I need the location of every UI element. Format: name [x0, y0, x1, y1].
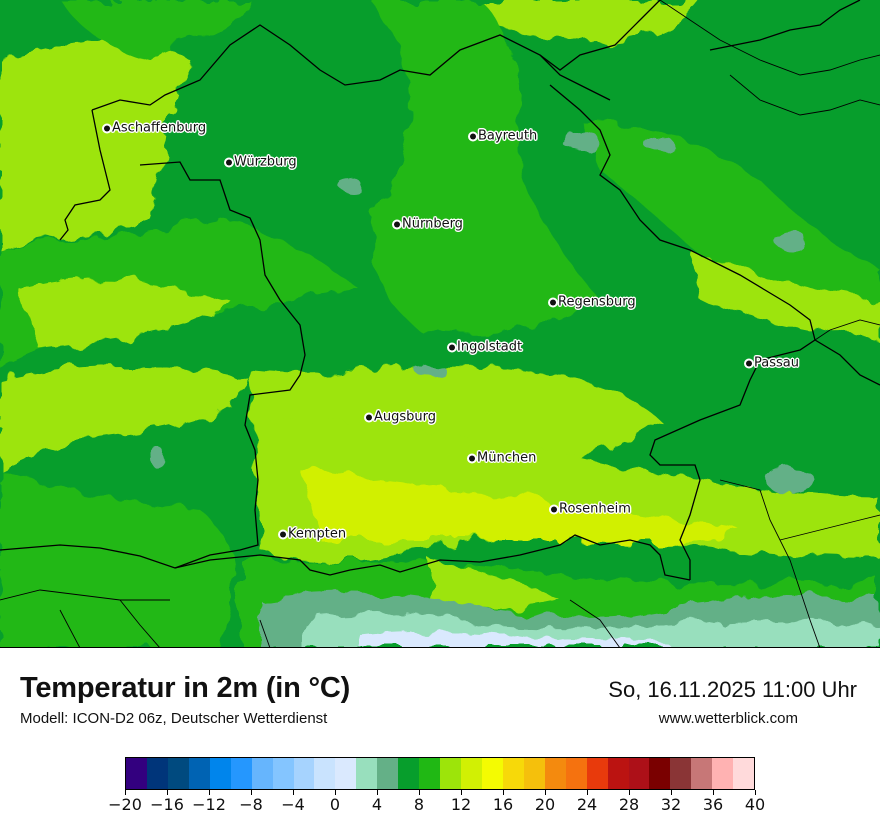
colorbar-tick-label: 8	[413, 795, 425, 814]
colorbar-tick-label: −4	[281, 795, 305, 814]
colorbar-bin	[209, 758, 231, 789]
colorbar-tick-label: 16	[492, 795, 514, 814]
colorbar-tick-label: 40	[744, 795, 766, 814]
city-dot-icon	[366, 414, 372, 420]
city-dot-icon	[394, 221, 400, 227]
city-name: München	[477, 450, 537, 466]
city-name: Würzburg	[234, 154, 297, 170]
city-dot-icon	[449, 344, 455, 350]
city-marker: Aschaffenburg	[104, 121, 206, 136]
colorbar-tick-label: −16	[150, 795, 184, 814]
website-link[interactable]: www.wetterblick.com	[658, 710, 798, 727]
city-marker: Kempten	[280, 527, 346, 542]
colorbar-tick-label: 28	[618, 795, 640, 814]
colorbar-tick-label: 24	[576, 795, 598, 814]
colorbar-bin	[481, 758, 503, 789]
city-dot-icon	[226, 159, 232, 165]
colorbar-tick-label: 0	[329, 795, 341, 814]
city-name: Nürnberg	[402, 216, 463, 232]
colorbar-bin	[712, 758, 734, 789]
city-name: Regensburg	[558, 294, 636, 310]
colorbar-bin	[272, 758, 294, 789]
city-marker: Regensburg	[550, 295, 636, 310]
colorbar-bin	[293, 758, 315, 789]
temperature-field	[0, 0, 880, 647]
colorbar-bin	[398, 758, 420, 789]
city-dot-icon	[280, 531, 286, 537]
city-marker: Rosenheim	[551, 502, 631, 517]
colorbar-bin	[607, 758, 629, 789]
colorbar-bin	[335, 758, 357, 789]
forecast-datetime: So, 16.11.2025 11:00 Uhr	[608, 677, 857, 702]
colorbar-bin	[126, 758, 147, 789]
city-marker: Nürnberg	[394, 217, 463, 232]
temperature-map: Aschaffenburg Würzburg Bayreuth Nürnberg Reg…	[0, 0, 880, 648]
colorbar-bin	[230, 758, 252, 789]
colorbar-tick-label: 36	[702, 795, 724, 814]
model-source: Modell: ICON-D2 06z, Deutscher Wetterdie…	[20, 710, 328, 727]
colorbar-bin	[691, 758, 713, 789]
city-dot-icon	[746, 360, 752, 366]
city-marker: Augsburg	[366, 410, 436, 425]
temperature-colorbar	[125, 757, 755, 790]
city-name: Augsburg	[374, 409, 437, 425]
colorbar-bin	[502, 758, 524, 789]
city-name: Bayreuth	[478, 128, 538, 144]
colorbar-bin	[544, 758, 566, 789]
city-name: Rosenheim	[559, 501, 631, 517]
city-marker: München	[469, 451, 536, 466]
colorbar-tick-label: 4	[371, 795, 383, 814]
colorbar-bin	[251, 758, 273, 789]
colorbar-bin	[314, 758, 336, 789]
city-marker: Ingolstadt	[449, 340, 522, 355]
colorbar-bin	[461, 758, 482, 789]
colorbar-tick-label: 20	[534, 795, 556, 814]
city-name: Passau	[754, 355, 799, 371]
chart-title: Temperatur in 2m (in °C)	[20, 672, 351, 704]
colorbar-bin	[586, 758, 608, 789]
colorbar-bin	[356, 758, 378, 789]
colorbar-bin	[565, 758, 587, 789]
colorbar-tick-label: −8	[239, 795, 263, 814]
colorbar-ticks: −20 −16 −12 −8 −4 0 4 8 12 16 20 24 28 32 36 40	[108, 790, 765, 830]
colorbar-bin	[628, 758, 650, 789]
city-dot-icon	[470, 133, 476, 139]
colorbar-bin	[377, 758, 399, 789]
colorbar-bin	[188, 758, 210, 789]
city-dot-icon	[551, 506, 557, 512]
city-marker: Würzburg	[226, 155, 297, 170]
colorbar-bin	[419, 758, 441, 789]
city-name: Aschaffenburg	[112, 120, 207, 136]
city-dot-icon	[550, 299, 556, 305]
colorbar-bin	[670, 758, 692, 789]
colorbar-bin	[733, 758, 755, 789]
city-name: Kempten	[288, 526, 347, 542]
city-name: Ingolstadt	[457, 339, 523, 355]
city-dot-icon	[104, 125, 110, 131]
colorbar-bin	[167, 758, 189, 789]
colorbar-tick-label: 32	[660, 795, 682, 814]
city-marker: Passau	[746, 356, 799, 371]
city-marker: Bayreuth	[470, 129, 537, 144]
colorbar-bin	[146, 758, 168, 789]
colorbar-tick-label: 12	[450, 795, 472, 814]
colorbar-bin	[523, 758, 545, 789]
colorbar-tick-label: −20	[108, 795, 142, 814]
colorbar-bin	[649, 758, 671, 789]
city-dot-icon	[469, 455, 475, 461]
colorbar-bin	[440, 758, 461, 789]
colorbar-tick-label: −12	[192, 795, 226, 814]
